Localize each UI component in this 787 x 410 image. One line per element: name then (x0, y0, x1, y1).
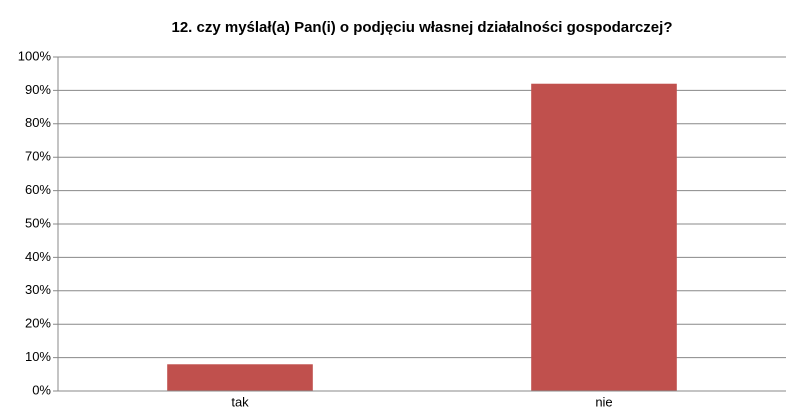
y-tick-label: 70% (25, 149, 51, 164)
y-tick-label: 80% (25, 115, 51, 130)
y-tick-label: 100% (18, 48, 52, 63)
bar (531, 83, 677, 391)
y-tick-label: 10% (25, 349, 51, 364)
y-tick-label: 60% (25, 182, 51, 197)
y-tick-label: 30% (25, 282, 51, 297)
bar (167, 364, 313, 391)
y-tick-label: 50% (25, 215, 51, 230)
y-tick-label: 40% (25, 249, 51, 264)
y-tick-label: 90% (25, 82, 51, 97)
x-tick-label: tak (231, 394, 249, 409)
y-tick-label: 20% (25, 316, 51, 331)
x-tick-label: nie (595, 394, 612, 409)
y-tick-label: 0% (32, 382, 51, 397)
chart-title: 12. czy myślał(a) Pan(i) o podjęciu włas… (172, 19, 673, 36)
